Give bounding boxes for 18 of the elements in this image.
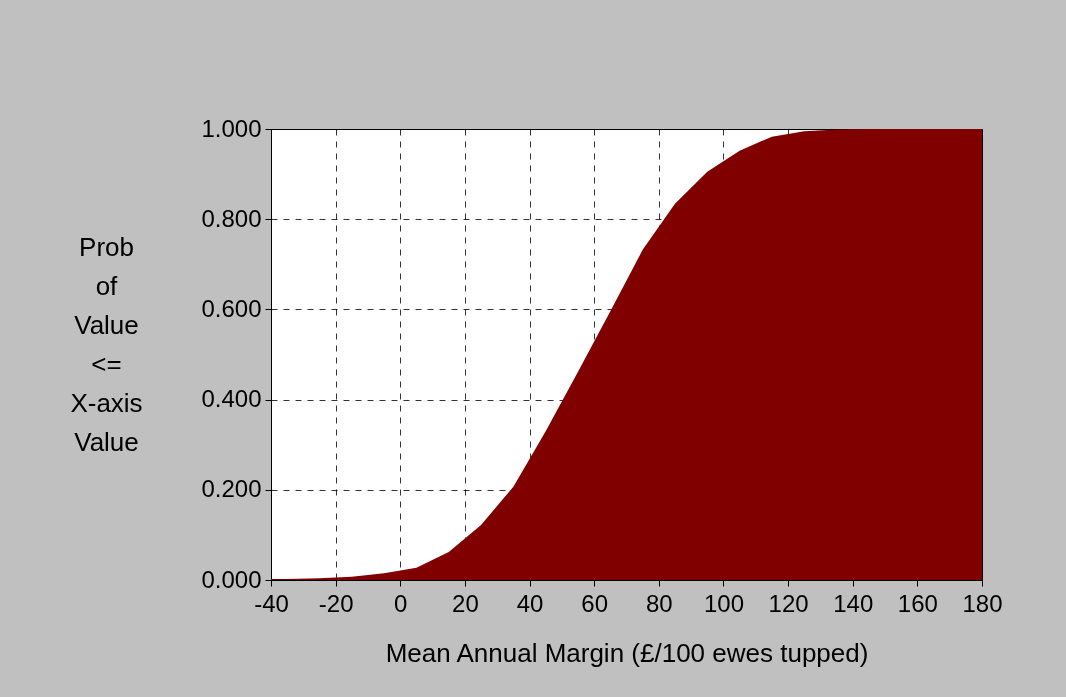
x-tick-label: 120 (768, 589, 809, 617)
x-tick-label: 40 (516, 589, 544, 617)
x-tick-label: 160 (897, 589, 938, 617)
y-tick-label: 0.400 (201, 385, 262, 413)
x-tick-label: 140 (833, 589, 874, 617)
y-tick-label: 0.600 (201, 294, 262, 322)
x-tick-label: 20 (452, 589, 479, 617)
x-tick-label: -20 (318, 589, 354, 617)
x-tick-label: 100 (703, 589, 744, 617)
x-tick-label: 180 (962, 589, 1003, 617)
x-tick-label: 0 (394, 589, 408, 617)
x-tick-label: 60 (581, 589, 609, 617)
y-tick-label: 1.000 (201, 114, 262, 142)
x-tick-label: 80 (645, 589, 673, 617)
y-axis-title: Prob of Value <= X-axis Value (70, 231, 143, 457)
y-tick-label: 0.200 (201, 475, 262, 503)
x-axis-title: Mean Annual Margin (£/100 ewes tupped) (385, 637, 869, 668)
y-tick-label: 0.800 (201, 204, 262, 232)
